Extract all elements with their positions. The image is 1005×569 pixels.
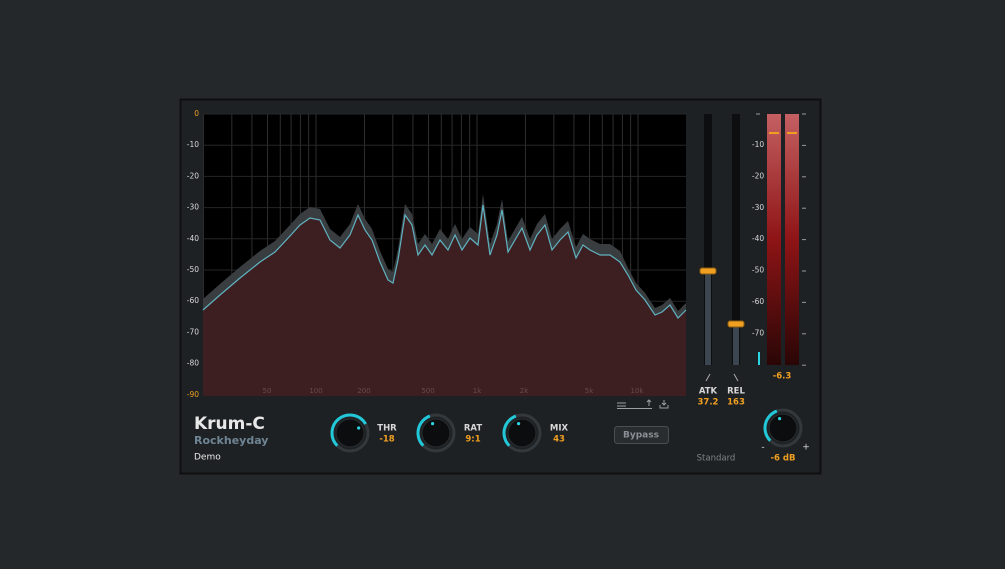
knob-arc: [502, 414, 517, 447]
db-label: -30: [187, 203, 199, 212]
knob-label: MIX: [550, 424, 569, 434]
knob-arc: [330, 413, 367, 447]
freq-label: 10k: [631, 387, 645, 395]
bypass-label[interactable]: Bypass: [623, 431, 659, 441]
db-label: -50: [187, 265, 199, 274]
output-max: +: [802, 443, 810, 453]
level-meter: [767, 114, 781, 365]
freq-label: 100: [309, 387, 322, 395]
db-label: -80: [187, 359, 199, 368]
knob-value: 43: [553, 435, 565, 445]
meter-scale-label: -60: [752, 297, 764, 306]
meter-scale-label: -70: [752, 328, 764, 337]
peak-hold: [787, 132, 797, 134]
slider-glyph: [733, 373, 739, 382]
knob[interactable]: [507, 418, 537, 448]
freq-label: 500: [421, 387, 434, 395]
meter-peak: -6.3: [773, 372, 792, 382]
slider-track[interactable]: [704, 114, 712, 365]
mode-label[interactable]: Standard: [697, 454, 736, 464]
knob[interactable]: [421, 418, 451, 448]
bypass-button[interactable]: [614, 426, 669, 444]
peak-hold: [769, 132, 779, 134]
knob-pointer: [357, 426, 361, 430]
slider-value: 37.2: [698, 398, 719, 408]
output-value: -6 dB: [771, 454, 796, 464]
knob[interactable]: [768, 413, 798, 443]
output-min: -: [761, 443, 764, 453]
freq-label: 1k: [473, 387, 482, 395]
freq-label: 2k: [520, 387, 529, 395]
toolbar-icons[interactable]: [617, 399, 669, 409]
plugin-name: Krum-C: [194, 414, 265, 434]
knob-value: -18: [379, 435, 394, 445]
slider-label: ATK: [699, 387, 718, 397]
meter-scale-label: -50: [752, 266, 764, 275]
knob-label: RAT: [464, 424, 482, 434]
slider-fill: [733, 324, 739, 365]
spectrum-range: [203, 194, 686, 318]
slider-handle[interactable]: [699, 267, 717, 275]
slider-track[interactable]: [732, 114, 740, 365]
knob-pointer: [430, 422, 435, 426]
db-label: 0: [194, 109, 199, 118]
knob[interactable]: [335, 418, 365, 448]
slider-handle[interactable]: [727, 320, 745, 328]
knob-arc: [416, 414, 431, 447]
knob-arc: [763, 409, 778, 442]
meter-scale-label: -20: [752, 171, 764, 180]
slider-fill: [705, 271, 711, 365]
gain-reduction: [758, 352, 760, 365]
spectrum-line: [202, 204, 687, 319]
db-label: -40: [187, 234, 199, 243]
slider-value: 163: [727, 398, 745, 408]
freq-label: 50: [263, 387, 272, 395]
db-label: -10: [187, 140, 199, 149]
db-label: -60: [187, 296, 199, 305]
vendor: Rockheyday: [194, 434, 268, 447]
freq-label: 200: [357, 387, 370, 395]
slider-glyph: [705, 373, 711, 382]
meter-scale-label: -40: [752, 234, 764, 243]
meter-scale-label: -10: [752, 140, 764, 149]
slider-label: REL: [727, 387, 745, 397]
spectrum-fill: [203, 205, 686, 396]
knob-pointer: [777, 417, 782, 421]
db-label: -90: [187, 390, 199, 399]
db-label: -70: [187, 327, 199, 336]
db-label: -20: [187, 171, 199, 180]
knob-value: 9:1: [465, 435, 480, 445]
knob-pointer: [516, 422, 521, 426]
knob-label: THR: [377, 424, 397, 434]
license: Demo: [194, 453, 221, 463]
freq-label: 5k: [585, 387, 594, 395]
meter-scale-label: -30: [752, 203, 764, 212]
level-meter: [785, 114, 799, 365]
controls: 0 -10 -20 -30 -40 -50 -60 -70 -80 -90 50 100 200 500 1…: [187, 109, 810, 464]
